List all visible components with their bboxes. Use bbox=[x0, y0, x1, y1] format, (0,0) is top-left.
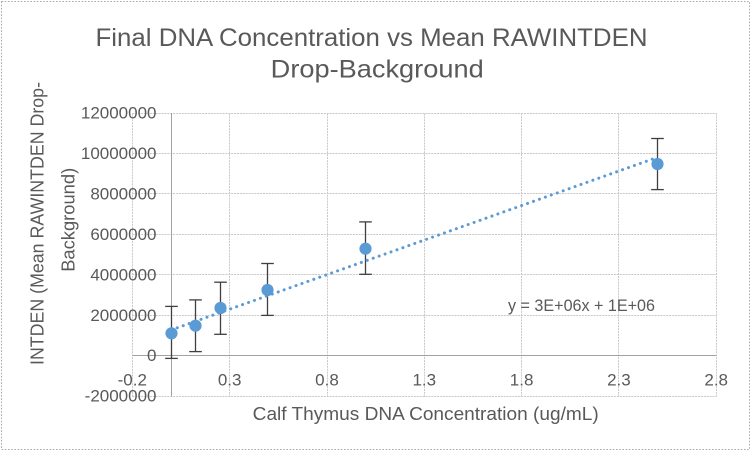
svg-text:4000000: 4000000 bbox=[90, 265, 156, 284]
svg-text:0.8: 0.8 bbox=[315, 371, 339, 390]
svg-text:8000000: 8000000 bbox=[90, 184, 156, 203]
svg-text:Final DNA Concentration vs Mea: Final DNA Concentration vs Mean RAWINTDE… bbox=[96, 24, 648, 52]
svg-text:-2000000: -2000000 bbox=[85, 387, 157, 406]
svg-text:Calf Thymus DNA Concentration: Calf Thymus DNA Concentration (ug/mL) bbox=[253, 403, 599, 424]
svg-text:Drop-Background: Drop-Background bbox=[271, 55, 484, 83]
svg-text:Background): Background) bbox=[58, 168, 78, 272]
svg-text:10000000: 10000000 bbox=[81, 144, 157, 163]
svg-text:y = 3E+06x + 1E+06: y = 3E+06x + 1E+06 bbox=[508, 296, 655, 315]
svg-text:0: 0 bbox=[147, 346, 156, 365]
svg-text:1.8: 1.8 bbox=[510, 371, 534, 390]
svg-text:INTDEN (Mean RAWINTDEN Drop-: INTDEN (Mean RAWINTDEN Drop- bbox=[28, 82, 48, 365]
svg-text:12000000: 12000000 bbox=[81, 104, 157, 123]
svg-text:2000000: 2000000 bbox=[90, 306, 156, 325]
svg-text:2.3: 2.3 bbox=[607, 371, 631, 390]
svg-text:0.3: 0.3 bbox=[218, 371, 242, 390]
svg-text:-0.2: -0.2 bbox=[118, 371, 147, 390]
svg-text:6000000: 6000000 bbox=[90, 225, 156, 244]
svg-text:1.3: 1.3 bbox=[412, 371, 436, 390]
svg-text:2.8: 2.8 bbox=[704, 371, 728, 390]
